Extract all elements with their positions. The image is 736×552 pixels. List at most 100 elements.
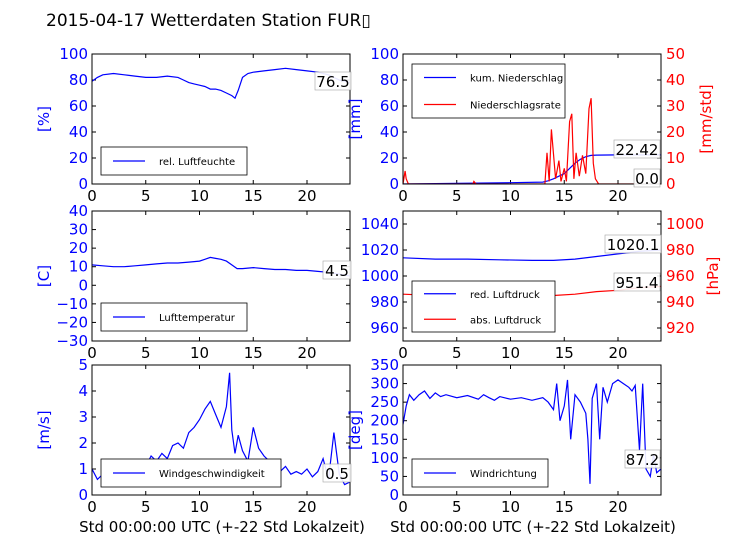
x-tick-label: 0 xyxy=(398,344,408,362)
y-axis-label: [mm] xyxy=(346,99,364,140)
y-tick-label: 1040 xyxy=(361,215,399,233)
end-value-label: 76.5 xyxy=(316,73,349,91)
legend-entry: Windgeschwindigkeit xyxy=(159,469,265,480)
x-tick-label: 15 xyxy=(555,344,574,362)
x-tick-label: 0 xyxy=(87,187,97,205)
end-value-label: 4.5 xyxy=(325,262,349,280)
x-tick-label: 10 xyxy=(190,344,209,362)
y-tick-label: 100 xyxy=(59,45,88,63)
y-axis-label: [%] xyxy=(35,106,53,132)
y-tick-label: −30 xyxy=(56,332,88,350)
end-value-label: 1020.1 xyxy=(607,236,660,254)
panel-humidity: 0 20 40 60 80 100 0 5 10 15 20 [%] rel. Luftfeuchte 7… xyxy=(35,45,352,205)
y2-tick-label: 920 xyxy=(666,319,695,337)
y-tick-label: 1 xyxy=(78,460,88,478)
y-tick-label: 60 xyxy=(69,97,88,115)
end-value-box xyxy=(322,260,352,280)
x-tick-label: 15 xyxy=(555,498,574,516)
x-tick-label: 5 xyxy=(141,187,151,205)
y-tick-label: 0 xyxy=(78,175,88,193)
end-value-box xyxy=(624,449,661,469)
y-tick-label: 2 xyxy=(78,434,88,452)
x-tick-label: 20 xyxy=(297,498,316,516)
y-tick-label: −20 xyxy=(56,313,88,331)
y-tick-label: 100 xyxy=(370,449,399,467)
legend-box xyxy=(411,280,556,333)
y-axis-label: [m/s] xyxy=(35,410,53,449)
y-tick-label: 150 xyxy=(370,430,399,448)
series-line-lufttemperatur xyxy=(92,256,350,277)
end-value-box xyxy=(613,139,661,159)
x-tick-label: 15 xyxy=(555,187,574,205)
legend-entry: red. Luftdruck xyxy=(470,290,540,301)
end-value-label: 0.5 xyxy=(325,465,349,483)
figure-title: 2015-04-17 Wetterdaten Station FUR▯ xyxy=(46,11,371,31)
y2-tick-label: 40 xyxy=(666,71,685,89)
y2-axis-label: [hPa] xyxy=(704,257,722,296)
legend-entry: Windrichtung xyxy=(470,469,537,480)
y-axis-label: [deg] xyxy=(346,410,364,450)
y2-axis-label: [mm/std] xyxy=(697,84,715,153)
x-tick-label: 20 xyxy=(608,187,627,205)
y-tick-label: 0 xyxy=(389,486,399,504)
x-tick-label: 0 xyxy=(398,187,408,205)
panel-precipitation: 0 20 40 60 80 100 0 10 20 30 40 50 0 5 10 15 20 [mm] [mm/s… xyxy=(346,45,715,205)
y-tick-label: 20 xyxy=(69,149,88,167)
y-tick-label: 10 xyxy=(69,258,88,276)
x-tick-label: 15 xyxy=(244,498,263,516)
y-tick-label: 1000 xyxy=(361,267,399,285)
plot-frame xyxy=(91,364,351,496)
plot-frame xyxy=(91,53,351,185)
x-tick-label: 15 xyxy=(244,187,263,205)
x-tick-label: 10 xyxy=(190,498,209,516)
y2-tick-label: 1000 xyxy=(666,215,704,233)
panel-pressure: 960 980 1000 1020 1040 920 940 960 980 1000 0 5 10 15… xyxy=(361,210,722,362)
x-tick-label: 20 xyxy=(608,344,627,362)
y-tick-label: 300 xyxy=(370,375,399,393)
x-tick-label: 15 xyxy=(244,344,263,362)
legend-box xyxy=(411,63,566,119)
x-tick-label: 10 xyxy=(501,187,520,205)
x-tick-label: 0 xyxy=(398,498,408,516)
y-tick-label: 980 xyxy=(370,293,399,311)
y-tick-label: 960 xyxy=(370,319,399,337)
series-line-windrichtung xyxy=(403,379,661,484)
end-value-box xyxy=(322,463,352,483)
y2-tick-label: 10 xyxy=(666,149,685,167)
x-axis-label-left: Std 00:00:00 UTC (+-22 Std Lokalzeit) xyxy=(79,518,365,536)
y-tick-label: 200 xyxy=(370,412,399,430)
y-tick-label: 60 xyxy=(380,97,399,115)
x-tick-label: 5 xyxy=(141,498,151,516)
series-line-kum-niederschlag xyxy=(403,154,661,184)
y-tick-label: 250 xyxy=(370,393,399,411)
x-axis-label-right: Std 00:00:00 UTC (+-22 Std Lokalzeit) xyxy=(390,518,676,536)
y-tick-label: −10 xyxy=(56,295,88,313)
y-tick-label: 40 xyxy=(69,202,88,220)
y-tick-label: 4 xyxy=(78,382,88,400)
plot-frame xyxy=(402,53,662,185)
y-tick-label: 0 xyxy=(78,486,88,504)
panel-windspeed: 0 1 2 3 4 5 0 5 10 15 20 [m/s] Windgeschwindigkeit 0.… xyxy=(35,356,352,516)
series-line-rel-luftfeuchte xyxy=(92,67,350,100)
y-axis-label: [C] xyxy=(35,265,53,287)
y-tick-label: 1020 xyxy=(361,241,399,259)
end-value-box xyxy=(604,234,662,254)
y-tick-label: 80 xyxy=(69,71,88,89)
y2-tick-label: 980 xyxy=(666,241,695,259)
series-line-niederschlagsrate xyxy=(403,98,661,184)
y-tick-label: 40 xyxy=(69,123,88,141)
y2-tick-label: 960 xyxy=(666,267,695,285)
legend-entry: rel. Luftfeuchte xyxy=(159,157,235,168)
plot-frame xyxy=(402,364,662,496)
legend-entry: kum. Niederschlag xyxy=(470,74,563,85)
y2-tick-label: 30 xyxy=(666,97,685,115)
legend-entry: Niederschlagsrate xyxy=(470,101,561,112)
x-tick-label: 20 xyxy=(608,498,627,516)
x-tick-label: 5 xyxy=(141,344,151,362)
legend-entry: Lufttemperatur xyxy=(159,313,236,324)
y-tick-label: 30 xyxy=(69,221,88,239)
x-tick-label: 5 xyxy=(452,498,462,516)
end-value-label: 87.2 xyxy=(626,451,659,469)
